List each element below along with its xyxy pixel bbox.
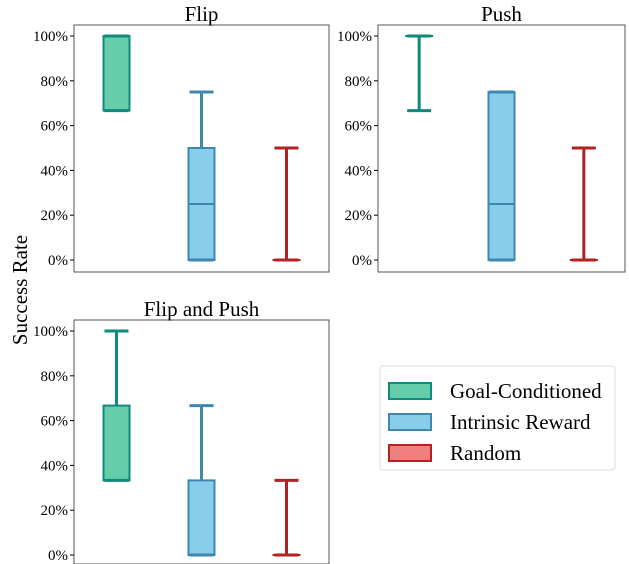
y-tick-label: 80% [41,369,69,385]
subplot-flip-and-push: Flip and Push 0% 20% 40% 60% 80% 100% [33,297,330,564]
box-random [569,146,598,262]
box-intrinsic-reward [187,90,216,262]
legend-swatch-goal-conditioned [388,382,432,400]
y-tick-label: 40% [345,163,373,179]
y-tick-label: 100% [33,324,68,340]
box-goal-conditioned [405,34,434,113]
box-random [272,478,301,557]
y-tick-label: 100% [337,29,372,45]
box-body [487,91,516,261]
y-tick-label: 80% [41,74,69,90]
y-tick-label: 80% [345,74,373,90]
y-tick-label: 20% [41,503,69,519]
legend-label-random: Random [450,441,521,465]
y-tick-label: 40% [41,458,69,474]
y-tick-label: 0% [48,548,68,564]
box-goal-conditioned [102,329,131,482]
box-random [272,146,301,262]
y-tick-label: 0% [48,253,68,269]
subplot-title: Flip and Push [144,297,260,321]
y-axis-label: Success Rate [8,235,32,345]
legend-swatch-random [388,444,432,462]
box-body [187,479,216,556]
y-tick-label: 60% [41,119,69,135]
y-tick-label: 100% [33,29,68,45]
y-tick-label: 20% [345,208,373,224]
legend-frame [379,365,616,471]
plot-area-frame [73,24,330,273]
subplot-flip: Flip 0% 20% 40% 60% 80% 100% [33,2,330,273]
subplot-title: Push [481,2,522,26]
box-body [102,404,131,482]
legend: Goal-Conditioned Intrinsic Reward Random [379,365,616,471]
y-tick-label: 60% [345,119,373,135]
subplot-push: Push 0% 20% 40% 60% 80% 100% [337,2,626,273]
legend-label-intrinsic-reward: Intrinsic Reward [450,410,591,434]
y-tick-label: 60% [41,414,69,430]
box-goal-conditioned [102,34,131,113]
y-tick-label: 20% [41,208,69,224]
box-intrinsic-reward [187,404,216,557]
box-intrinsic-reward [487,90,516,262]
y-tick-label: 0% [352,253,372,269]
plot-area-frame [73,319,330,564]
box-body [102,35,131,112]
legend-label-goal-conditioned: Goal-Conditioned [450,379,602,403]
plot-area-frame [377,24,626,273]
subplot-title: Flip [185,2,219,26]
legend-swatch-intrinsic-reward [388,413,432,431]
y-tick-label: 40% [41,163,69,179]
